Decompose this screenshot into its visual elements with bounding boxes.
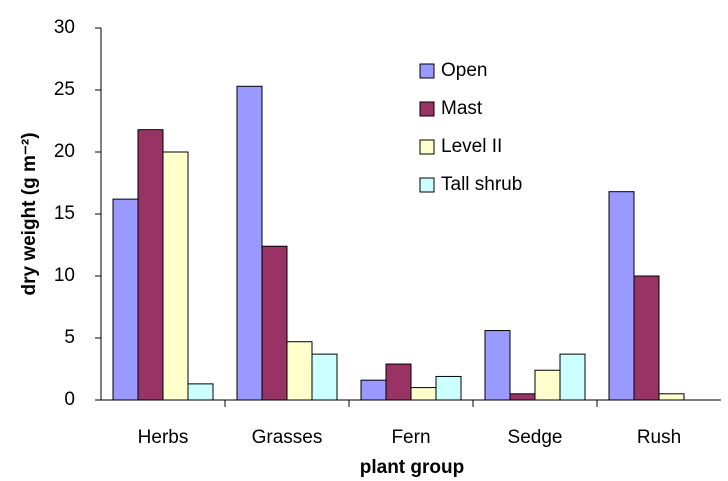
bar [360, 379, 387, 401]
bar [261, 245, 288, 401]
y-tick-label: 10 [54, 265, 75, 286]
y-axis-label: dry weight (g m⁻²) [19, 132, 40, 295]
bar [137, 129, 164, 401]
bar [484, 330, 511, 401]
x-axis-label: plant group [360, 457, 464, 478]
bar [633, 275, 660, 401]
bar [187, 383, 214, 401]
x-tick-label: Rush [637, 427, 681, 448]
bar [435, 375, 462, 401]
bar [509, 393, 536, 401]
y-tick-label: 0 [64, 389, 75, 410]
y-tick-label: 5 [64, 327, 75, 348]
bar [385, 363, 412, 401]
bar [658, 393, 685, 401]
bar [410, 387, 437, 401]
bar [534, 369, 561, 401]
legend-label: Level II [441, 136, 502, 157]
x-tick-label: Grasses [252, 427, 323, 448]
y-tick-label: 30 [54, 17, 75, 38]
bar [311, 353, 338, 401]
bar [608, 191, 635, 401]
legend-label: Mast [441, 98, 483, 119]
bar [112, 198, 139, 401]
x-tick-label: Herbs [138, 427, 189, 448]
legend-label: Tall shrub [441, 174, 522, 195]
x-tick-label: Fern [391, 427, 430, 448]
y-tick-label: 20 [54, 141, 75, 162]
legend-swatch [419, 101, 435, 117]
legend-label: Open [441, 60, 487, 81]
y-tick-label: 25 [54, 79, 75, 100]
legend-swatch [419, 63, 435, 79]
bar [236, 85, 263, 401]
bar [286, 341, 313, 401]
bar [559, 353, 586, 401]
y-tick-label: 15 [54, 203, 75, 224]
legend-swatch [419, 139, 435, 155]
bar [162, 151, 189, 401]
x-tick-label: Sedge [508, 427, 563, 448]
legend-swatch [419, 177, 435, 193]
